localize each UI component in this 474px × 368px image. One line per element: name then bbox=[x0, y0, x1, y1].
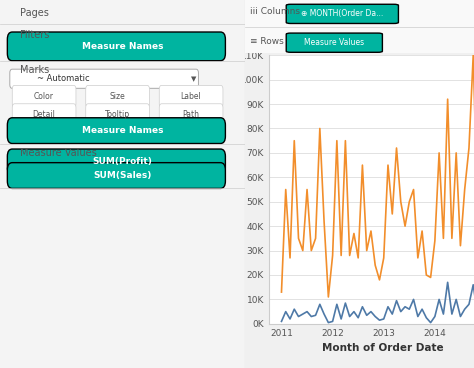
Text: Measure Names: Measure Names bbox=[82, 126, 163, 135]
Text: iii Columns: iii Columns bbox=[250, 7, 300, 16]
Text: ~ Automatic: ~ Automatic bbox=[37, 74, 90, 83]
FancyBboxPatch shape bbox=[12, 85, 76, 107]
Text: SUM(Profit): SUM(Profit) bbox=[92, 158, 153, 166]
FancyBboxPatch shape bbox=[86, 104, 149, 126]
Y-axis label: Value: Value bbox=[225, 176, 235, 203]
Text: Marks: Marks bbox=[19, 65, 49, 75]
Text: Pages: Pages bbox=[19, 8, 48, 18]
Text: ⊕ MONTH(Order Da...: ⊕ MONTH(Order Da... bbox=[301, 9, 383, 18]
FancyBboxPatch shape bbox=[8, 32, 226, 61]
FancyBboxPatch shape bbox=[8, 163, 226, 188]
Text: Path: Path bbox=[182, 110, 200, 119]
FancyBboxPatch shape bbox=[159, 85, 223, 107]
Text: Color: Color bbox=[34, 92, 54, 101]
Text: Size: Size bbox=[109, 92, 126, 101]
X-axis label: Month of Order Date: Month of Order Date bbox=[322, 343, 443, 353]
Text: SUM(Sales): SUM(Sales) bbox=[93, 171, 152, 180]
FancyBboxPatch shape bbox=[10, 69, 199, 88]
Text: Tooltip: Tooltip bbox=[105, 110, 130, 119]
FancyBboxPatch shape bbox=[159, 104, 223, 126]
Text: ≡ Rows: ≡ Rows bbox=[250, 37, 283, 46]
Text: Measure Names: Measure Names bbox=[82, 42, 163, 51]
Text: ▼: ▼ bbox=[191, 76, 197, 82]
Text: Label: Label bbox=[181, 92, 201, 101]
Text: Detail: Detail bbox=[33, 110, 55, 119]
FancyBboxPatch shape bbox=[8, 149, 226, 175]
FancyBboxPatch shape bbox=[8, 118, 226, 144]
FancyBboxPatch shape bbox=[12, 104, 76, 126]
Text: Filters: Filters bbox=[19, 30, 49, 40]
FancyBboxPatch shape bbox=[86, 85, 149, 107]
FancyBboxPatch shape bbox=[286, 33, 383, 52]
Text: Measure Values: Measure Values bbox=[304, 38, 365, 47]
FancyBboxPatch shape bbox=[286, 4, 399, 24]
Text: Measure Values: Measure Values bbox=[19, 148, 96, 158]
